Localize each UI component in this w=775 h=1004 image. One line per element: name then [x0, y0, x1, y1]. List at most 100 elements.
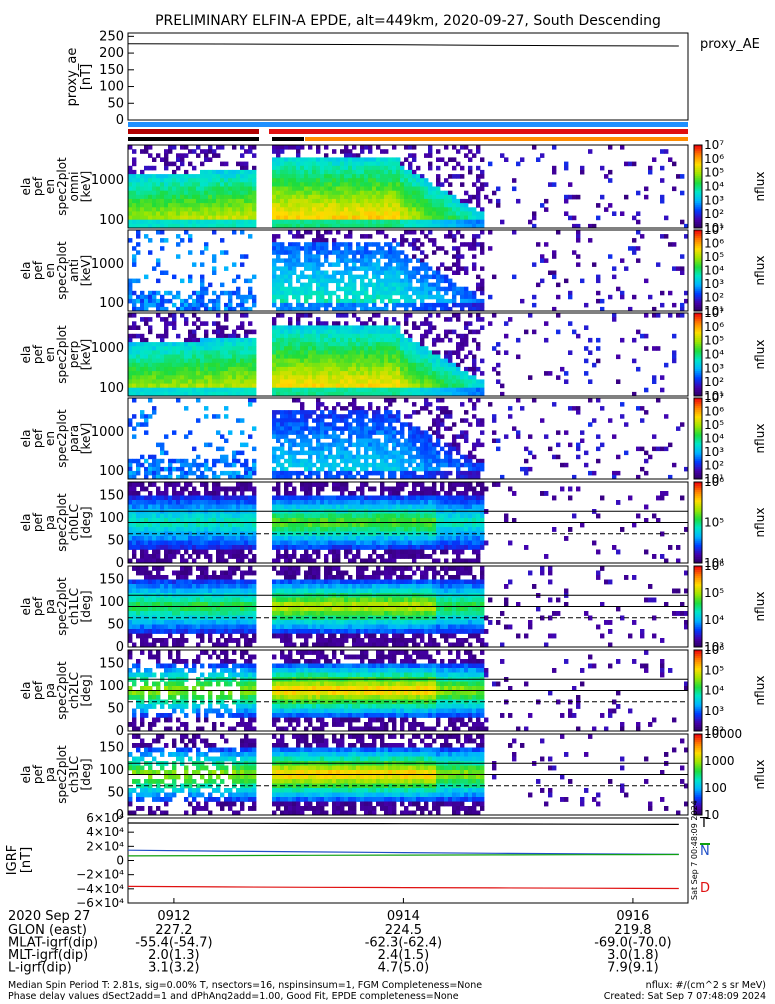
spectrogram-cell — [324, 371, 328, 376]
spectrogram-cell — [232, 459, 236, 464]
spectrogram-cell — [440, 359, 444, 364]
spectrogram-cell — [384, 178, 388, 183]
spectrogram-cell — [468, 211, 472, 216]
spectrogram-cell — [356, 388, 360, 393]
spectrogram-cell — [352, 187, 356, 192]
spectrogram-cell — [600, 195, 604, 200]
spectrogram-cell — [136, 325, 140, 330]
spectrogram-cell — [216, 211, 220, 216]
spectrogram-cell — [296, 342, 300, 347]
spectrogram-cell — [304, 443, 308, 448]
spectrogram-cell — [428, 287, 432, 292]
spectrogram-cell — [392, 299, 396, 304]
spectrogram-cell — [304, 242, 308, 247]
spectrogram-cell — [452, 439, 456, 444]
spectrogram-cell — [432, 471, 436, 476]
spectrogram-cell — [228, 203, 232, 208]
spectrogram-cell — [560, 367, 564, 372]
spectrogram-cell — [272, 234, 276, 239]
spectrogram-cell — [252, 216, 256, 221]
spectrogram-cell — [272, 317, 276, 322]
spectrogram-cell — [236, 203, 240, 208]
spectrogram-cell — [392, 195, 396, 200]
spectrogram-cell — [252, 295, 256, 300]
spectrogram-cell — [288, 170, 292, 175]
spectrogram-cell — [300, 422, 304, 427]
spectrogram-cell — [408, 384, 412, 389]
spectrogram-cell — [220, 379, 224, 384]
spectrogram-cell — [416, 207, 420, 212]
spectrogram-cell — [316, 275, 320, 280]
spectrogram-cell — [420, 379, 424, 384]
spectrogram-cell — [184, 207, 188, 212]
spectrogram-cell — [160, 379, 164, 384]
spectrogram-cell — [368, 299, 372, 304]
spectrogram-cell — [144, 174, 148, 179]
spectrogram-cell — [344, 220, 348, 225]
spectrogram-cell — [336, 363, 340, 368]
spectrogram-cell — [328, 299, 332, 304]
spectrogram-cell — [312, 275, 316, 280]
spectrogram-cell — [400, 187, 404, 192]
spectrogram-cell — [240, 211, 244, 216]
spectrogram-cell — [180, 342, 184, 347]
spectrogram-cell — [272, 157, 276, 162]
spectrogram-cell — [340, 203, 344, 208]
spectrogram-cell — [392, 203, 396, 208]
spectrogram-cell — [368, 157, 372, 162]
spectrogram-cell — [672, 359, 676, 364]
spectrogram-cell — [460, 145, 464, 150]
spectrogram-cell — [328, 162, 332, 167]
spectrogram-cell — [216, 195, 220, 200]
spectrogram-cell — [204, 178, 208, 183]
spectrogram-cell — [328, 295, 332, 300]
spectrogram-cell — [400, 182, 404, 187]
spectrogram-cell — [144, 459, 148, 464]
spectrogram-cell — [248, 220, 252, 225]
spectrogram-cell — [416, 355, 420, 360]
spectrogram-cell — [416, 375, 420, 380]
spectrogram-cell — [468, 384, 472, 389]
spectrogram-cell — [636, 246, 640, 251]
spectrogram-cell — [148, 295, 152, 300]
spectrogram-cell — [360, 375, 364, 380]
spectrogram-cell — [416, 342, 420, 347]
spectrogram-cell — [328, 291, 332, 296]
spectrogram-cell — [224, 191, 228, 196]
spectrogram-cell — [280, 350, 284, 355]
spectrogram-cell — [252, 191, 256, 196]
spectrogram-cell — [556, 313, 560, 318]
spectrogram-cell — [148, 145, 152, 150]
spectrogram-cell — [464, 211, 468, 216]
spectrogram-cell — [384, 350, 388, 355]
spectrogram-cell — [240, 379, 244, 384]
spectrogram-cell — [448, 375, 452, 380]
spectrogram-cell — [328, 174, 332, 179]
spectrogram-cell — [148, 166, 152, 171]
spectrogram-cell — [248, 363, 252, 368]
spectrogram-cell — [272, 321, 276, 326]
spectrogram-cell — [660, 178, 664, 183]
spectrogram-cell — [372, 220, 376, 225]
spectrogram-cell — [172, 195, 176, 200]
spectrogram-cell — [200, 359, 204, 364]
spectrogram-cell — [424, 234, 428, 239]
spectrogram-cell — [220, 207, 224, 212]
spectrogram-cell — [136, 242, 140, 247]
spectrogram-cell — [296, 422, 300, 427]
spectrogram-cell — [324, 291, 328, 296]
spectrogram-cell — [236, 334, 240, 339]
spectrogram-cell — [204, 203, 208, 208]
spectrogram-cell — [196, 174, 200, 179]
spectrogram-cell — [400, 262, 404, 267]
spectrogram-cell — [172, 275, 176, 280]
spectrogram-cell — [332, 434, 336, 439]
spectrogram-cell — [152, 211, 156, 216]
spectrogram-cell — [236, 325, 240, 330]
spectrogram-cell — [488, 402, 492, 407]
spectrogram-cell — [468, 220, 472, 225]
spectrogram-cell — [392, 275, 396, 280]
spectrogram-cell — [312, 363, 316, 368]
spectrogram-cell — [348, 191, 352, 196]
spectrogram-cell — [404, 375, 408, 380]
